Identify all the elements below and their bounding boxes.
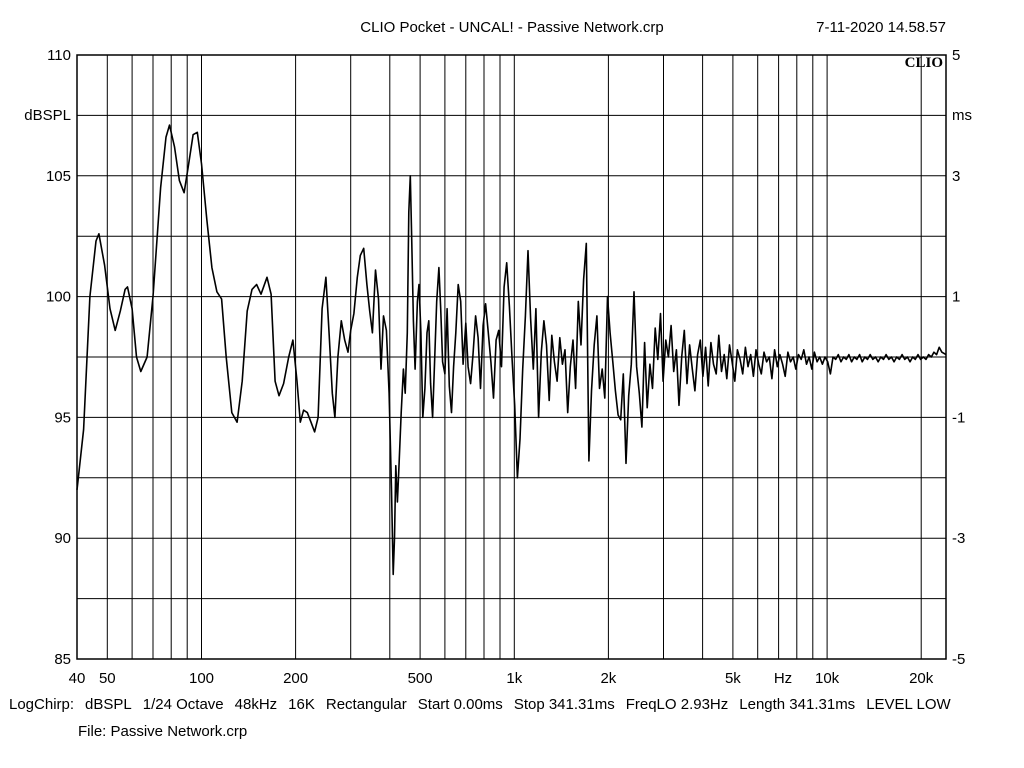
plot-frame xyxy=(76,54,947,660)
setting-item: FreqLO 2.93Hz xyxy=(625,696,729,713)
y-tick-label: 110 xyxy=(47,47,71,64)
x-tick-label: 2k xyxy=(600,670,616,687)
y-tick-label: 90 xyxy=(54,530,71,547)
y-tick-label: 100 xyxy=(46,289,71,306)
setting-item: LogChirp: xyxy=(9,696,75,713)
x-tick-label: 50 xyxy=(99,670,116,687)
setting-item: dBSPL xyxy=(85,696,132,713)
x-tick-label: 5k xyxy=(725,670,741,687)
chart-title: CLIO Pocket - UNCAL! - Passive Network.c… xyxy=(360,19,663,36)
x-tick-label: 1k xyxy=(506,670,522,687)
setting-item: Stop 341.31ms xyxy=(513,696,615,713)
x-tick-label: 40 xyxy=(69,670,86,687)
setting-item: 48kHz xyxy=(234,696,278,713)
x-tick-label: 100 xyxy=(189,670,214,687)
x-tick-label: 500 xyxy=(408,670,433,687)
x-axis-ticks: 40 50 100 200 500 1k 2k 5k 10k 20k xyxy=(69,670,934,687)
series-group xyxy=(76,124,947,576)
setting-item: Rectangular xyxy=(325,696,407,713)
y2-tick-label: 5 xyxy=(952,47,960,64)
y-axis-ticks: 110 105 100 95 90 85 xyxy=(46,47,71,668)
x-tick-label: 200 xyxy=(283,670,308,687)
x-tick-label: 20k xyxy=(909,670,934,687)
setting-item: 16K xyxy=(288,696,315,713)
y2-tick-label: -1 xyxy=(952,409,965,426)
x-tick-label: 10k xyxy=(815,670,840,687)
file-label: File: Passive Network.crp xyxy=(78,723,248,740)
y2-axis-label: ms xyxy=(952,107,972,124)
setting-item: LEVEL LOW xyxy=(866,696,951,713)
clio-logo: CLIO xyxy=(905,55,943,71)
spl-curve xyxy=(76,124,947,576)
y-axis-label: dBSPL xyxy=(24,107,71,124)
y2-tick-label: 1 xyxy=(952,289,960,306)
setting-item: Start 0.00ms xyxy=(417,696,503,713)
y-tick-label: 85 xyxy=(54,651,71,668)
y2-tick-label: 3 xyxy=(952,168,960,185)
y2-axis-ticks: 5 3 1 -1 -3 -5 xyxy=(952,47,965,668)
y2-tick-label: -5 xyxy=(952,651,965,668)
timestamp: 7-11-2020 14.58.57 xyxy=(816,19,946,36)
y-tick-label: 105 xyxy=(46,168,71,185)
plot-grid xyxy=(77,55,946,659)
y2-tick-label: -3 xyxy=(952,530,965,547)
setting-item: 1/24 Octave xyxy=(142,696,224,713)
y-tick-label: 95 xyxy=(54,409,71,426)
setting-item: Length 341.31ms xyxy=(739,696,856,713)
measurement-settings: LogChirp: dBSPL 1/24 Octave 48kHz 16K Rectang… xyxy=(9,696,951,713)
x-axis-unit: Hz xyxy=(774,670,792,687)
